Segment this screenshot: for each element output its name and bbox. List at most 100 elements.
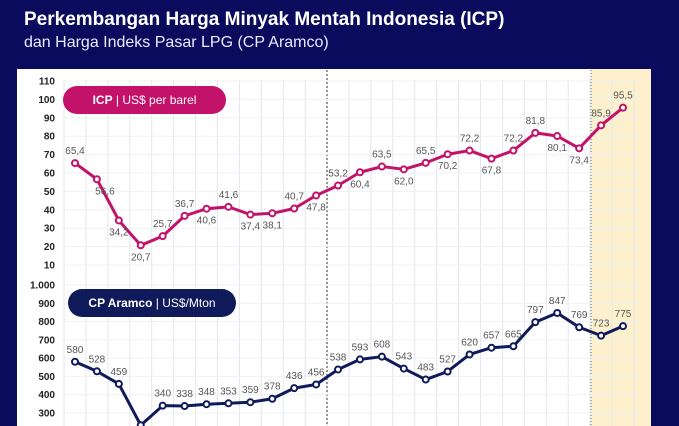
cp-data-label: 847 [549, 296, 566, 307]
icp-data-label: 67,8 [482, 166, 502, 177]
icp-legend-pill [63, 86, 226, 114]
icp-data-label: 70,2 [438, 161, 458, 172]
cp-data-label: 775 [615, 309, 632, 320]
cp-data-label: 769 [571, 310, 588, 321]
icp-data-point [312, 191, 321, 200]
icp-data-label: 25,7 [153, 219, 173, 230]
cp-data-label: 456 [308, 367, 325, 378]
icp-data-point [355, 168, 364, 177]
cp-data-label: 340 [154, 389, 171, 400]
cp-data-point [465, 350, 474, 359]
icp-data-point [180, 211, 189, 220]
icp-data-point [246, 210, 255, 219]
icp-data-label: 38,1 [263, 220, 283, 231]
cp-data-point [224, 399, 233, 408]
cp-y-tick-label: 900 [38, 299, 55, 310]
cp-data-point [334, 365, 343, 374]
icp-data-point [553, 132, 562, 141]
cp-data-point [246, 398, 255, 407]
cp-y-tick-label: 800 [38, 317, 55, 328]
cp-data-label: 483 [417, 363, 434, 374]
cp-data-label: 353 [220, 386, 237, 397]
icp-data-label: 40,6 [197, 216, 217, 227]
icp-data-label: 95,5 [613, 91, 633, 102]
icp-data-point [334, 181, 343, 190]
icp-data-point [224, 202, 233, 211]
icp-legend-label: ICP | US$ per barel [93, 93, 197, 107]
cp-data-point [71, 357, 79, 366]
cp-data-point [268, 394, 277, 403]
cp-data-label: 359 [242, 385, 259, 396]
cp-legend-label: CP Aramco | US$/Mton [88, 296, 215, 310]
icp-data-label: 60,4 [350, 179, 370, 190]
cp-y-tick-label: 1.000 [30, 281, 55, 292]
chart-panel [17, 69, 651, 426]
cp-data-label: 338 [176, 389, 193, 400]
cp-y-tick-label: 600 [38, 354, 55, 365]
icp-data-label: 72,2 [504, 134, 524, 145]
cp-y-tick-label: 300 [38, 409, 55, 420]
cp-data-point [158, 401, 167, 410]
icp-y-tick-label: 60 [44, 169, 56, 180]
cp-data-label: 543 [395, 352, 412, 363]
cp-data-label: 723 [593, 319, 610, 330]
cp-data-label: 608 [374, 340, 391, 351]
icp-data-label: 20,7 [131, 252, 151, 263]
icp-data-label: 47,8 [306, 202, 326, 213]
icp-data-label: 62,0 [394, 176, 414, 187]
icp-data-point [71, 159, 79, 168]
icp-data-point [509, 146, 518, 155]
icp-data-point [268, 209, 277, 218]
cp-data-label: 538 [330, 352, 347, 363]
icp-data-label: 40,7 [284, 192, 304, 203]
icp-data-label: 37,4 [241, 222, 261, 233]
icp-data-point [158, 232, 167, 241]
icp-y-tick-label: 90 [44, 113, 56, 124]
cp-data-label: 436 [286, 371, 303, 382]
icp-data-point [531, 128, 540, 137]
cp-data-label: 657 [483, 331, 500, 342]
icp-y-tick-label: 70 [44, 150, 56, 161]
chart-subtitle: dan Harga Indeks Pasar LPG (CP Aramco) [24, 34, 329, 51]
cp-y-tick-label: 700 [38, 335, 55, 346]
icp-data-point [377, 162, 386, 171]
icp-data-label: 41,6 [219, 190, 239, 201]
icp-data-point [619, 103, 627, 112]
icp-y-tick-label: 100 [38, 95, 55, 106]
cp-data-point [597, 331, 606, 340]
cp-data-point [531, 318, 540, 327]
cp-data-point [312, 380, 321, 389]
icp-y-tick-label: 50 [44, 187, 56, 198]
icp-data-point [421, 158, 430, 167]
cp-data-label: 580 [67, 345, 84, 356]
cp-data-point [421, 375, 430, 384]
cp-data-label: 527 [439, 354, 456, 365]
cp-data-label: 459 [110, 367, 127, 378]
icp-data-point [290, 204, 299, 213]
icp-series-line [74, 106, 624, 247]
icp-y-tick-label: 110 [39, 77, 56, 88]
icp-y-tick-label: 30 [44, 224, 56, 235]
icp-y-tick-label: 20 [44, 242, 56, 253]
icp-data-point [136, 241, 145, 250]
icp-data-label: 72,2 [460, 134, 480, 145]
cp-data-point [92, 367, 101, 376]
cp-data-label: 378 [264, 382, 281, 393]
cp-data-point [377, 352, 386, 361]
cp-data-label: 665 [505, 329, 522, 340]
cp-data-point [509, 342, 518, 351]
cp-data-point [202, 400, 211, 409]
icp-data-label: 56,6 [95, 186, 115, 197]
cp-data-point [114, 379, 123, 388]
cp-data-point [619, 322, 627, 331]
icp-data-point [487, 154, 496, 163]
icp-data-point [465, 146, 474, 155]
cp-data-label: 348 [198, 387, 215, 398]
icp-data-point [597, 121, 606, 130]
cp-data-point [487, 343, 496, 352]
cp-legend-pill [68, 289, 236, 317]
cp-y-tick-label: 400 [38, 390, 55, 401]
icp-data-label: 80,1 [548, 143, 568, 154]
icp-y-tick-label: 10 [44, 261, 56, 272]
